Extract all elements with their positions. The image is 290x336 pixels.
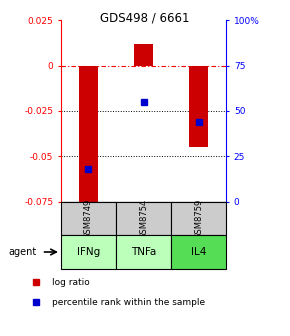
- Text: percentile rank within the sample: percentile rank within the sample: [52, 298, 205, 307]
- Bar: [116, 202, 171, 235]
- Text: GSM8759: GSM8759: [194, 198, 203, 239]
- Text: GDS498 / 6661: GDS498 / 6661: [100, 12, 190, 25]
- Text: IFNg: IFNg: [77, 247, 100, 257]
- Text: GSM8754: GSM8754: [139, 198, 148, 239]
- Text: TNFa: TNFa: [131, 247, 156, 257]
- Bar: [189, 66, 208, 147]
- Bar: [61, 235, 116, 269]
- Bar: [61, 202, 116, 235]
- Text: log ratio: log ratio: [52, 278, 90, 287]
- Bar: [79, 66, 98, 205]
- Bar: [134, 44, 153, 66]
- Bar: [171, 202, 226, 235]
- Text: IL4: IL4: [191, 247, 206, 257]
- Text: GSM8749: GSM8749: [84, 198, 93, 239]
- Bar: [171, 235, 226, 269]
- Text: agent: agent: [9, 247, 37, 257]
- Bar: [116, 235, 171, 269]
